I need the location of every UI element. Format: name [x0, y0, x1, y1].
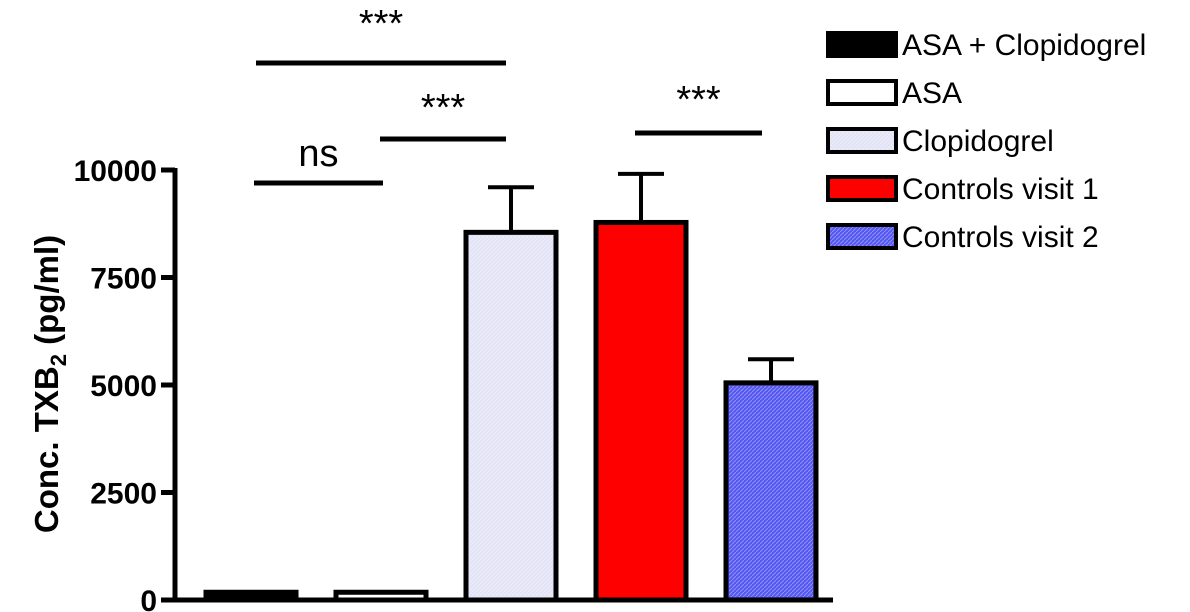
legend-label: Clopidogrel	[902, 125, 1054, 158]
legend-label: ASA	[902, 77, 962, 110]
legend-swatch	[826, 175, 898, 202]
legend-swatch	[826, 79, 898, 106]
y-axis: 0 2500 5000 7500 10000	[74, 155, 833, 612]
legend-swatch-hatch	[830, 131, 894, 150]
legend-label: ASA + Clopidogrel	[902, 29, 1146, 62]
bar	[593, 219, 689, 603]
significance-label: ***	[676, 79, 721, 121]
y-tick-label: 10000	[74, 155, 157, 188]
y-tick-label: 0	[140, 585, 157, 612]
y-axis-label-prefix: Conc. TXB	[28, 366, 65, 533]
legend-label: Controls visit 1	[902, 173, 1099, 206]
y-axis-label: Conc. TXB2 (pg/ml)	[28, 235, 71, 533]
bar-hatch	[729, 385, 813, 597]
y-axis-label-subscript: 2	[46, 354, 71, 366]
legend-label: Controls visit 2	[902, 221, 1099, 254]
significance-label: ***	[421, 87, 466, 129]
plot-area	[203, 171, 819, 603]
legend-swatch-hatch	[830, 227, 894, 246]
y-tick-label: 5000	[90, 370, 157, 403]
y-axis-label-suffix: (pg/ml)	[28, 235, 65, 354]
legend-swatch	[826, 31, 898, 58]
significance-label: ns	[298, 133, 338, 175]
significance-label: ***	[359, 3, 404, 45]
y-tick-label: 2500	[90, 478, 157, 511]
bar-hatch	[469, 235, 553, 597]
significance-annotations: *** *** ns ***	[254, 3, 762, 186]
legend: ASA + Clopidogrel ASA Clopidogrel Controls …	[826, 29, 1146, 254]
y-tick-label: 7500	[90, 263, 157, 296]
